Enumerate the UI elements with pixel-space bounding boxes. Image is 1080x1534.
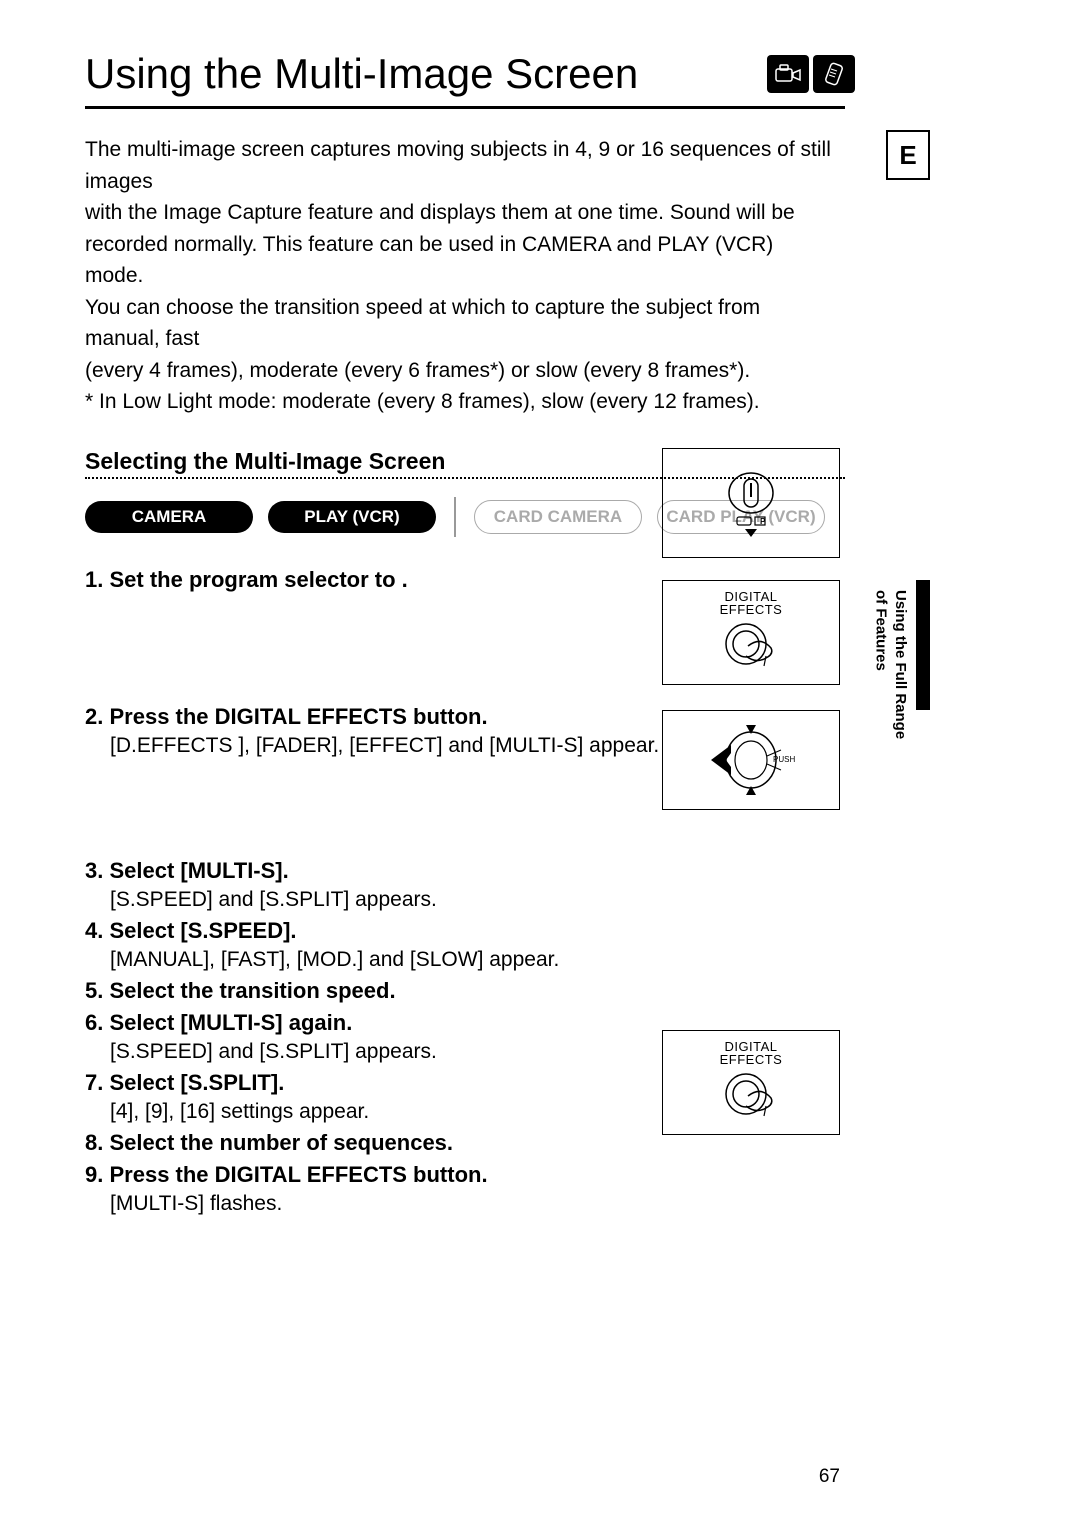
- side-section-tab: [916, 580, 930, 710]
- program-selector-illustration: P: [662, 448, 840, 558]
- remote-mode-icon: [813, 55, 855, 93]
- title-rule: [85, 106, 845, 109]
- digital-label: DIGITAL: [724, 1040, 777, 1053]
- digital-label: DIGITAL: [724, 590, 777, 603]
- section-subheading: Selecting the Multi-Image Screen: [85, 448, 995, 475]
- intro-line: * In Low Light mode: moderate (every 8 f…: [85, 386, 835, 418]
- page-title: Using the Multi-Image Screen: [85, 50, 995, 98]
- svg-text:P: P: [760, 517, 766, 526]
- page-number: 67: [819, 1466, 840, 1488]
- intro-paragraph: The multi-image screen captures moving s…: [85, 134, 835, 418]
- effects-label: EFFECTS: [720, 1053, 783, 1066]
- mode-camera: CAMERA: [85, 501, 253, 533]
- step-4-title: 4. Select [S.SPEED].: [85, 918, 845, 944]
- mode-card-camera: CARD CAMERA: [474, 500, 642, 534]
- digital-effects-button-illustration-2: DIGITAL EFFECTS: [662, 1030, 840, 1135]
- intro-line: The multi-image screen captures moving s…: [85, 134, 835, 197]
- digital-effects-button-illustration: DIGITAL EFFECTS: [662, 580, 840, 685]
- step-3-body: [S.SPEED] and [S.SPLIT] appears.: [110, 888, 845, 912]
- step-9-body: [MULTI-S] flashes.: [110, 1192, 845, 1216]
- mode-selector-row: CAMERA PLAY (VCR) CARD CAMERA CARD PLAY …: [85, 497, 995, 537]
- intro-line: You can choose the transition speed at w…: [85, 292, 835, 355]
- side-section-label: Using the Full Range of Features: [871, 590, 910, 810]
- step-3-title: 3. Select [MULTI-S].: [85, 858, 845, 884]
- header-mode-icons: [767, 55, 855, 93]
- mode-divider: [454, 497, 456, 537]
- step-5-title: 5. Select the transition speed.: [85, 978, 845, 1004]
- camera-mode-icon: [767, 55, 809, 93]
- effects-label: EFFECTS: [720, 603, 783, 616]
- step-9-title: 9. Press the DIGITAL EFFECTS button.: [85, 1162, 845, 1188]
- selector-dial-illustration: PUSH: [662, 710, 840, 810]
- step-4-body: [MANUAL], [FAST], [MOD.] and [SLOW] appe…: [110, 948, 845, 972]
- mode-play-vcr: PLAY (VCR): [268, 501, 436, 533]
- intro-line: recorded normally. This feature can be u…: [85, 229, 835, 292]
- intro-line: with the Image Capture feature and displ…: [85, 197, 835, 229]
- language-badge: E: [886, 130, 930, 180]
- svg-text:PUSH: PUSH: [773, 755, 795, 764]
- intro-line: (every 4 frames), moderate (every 6 fram…: [85, 355, 835, 387]
